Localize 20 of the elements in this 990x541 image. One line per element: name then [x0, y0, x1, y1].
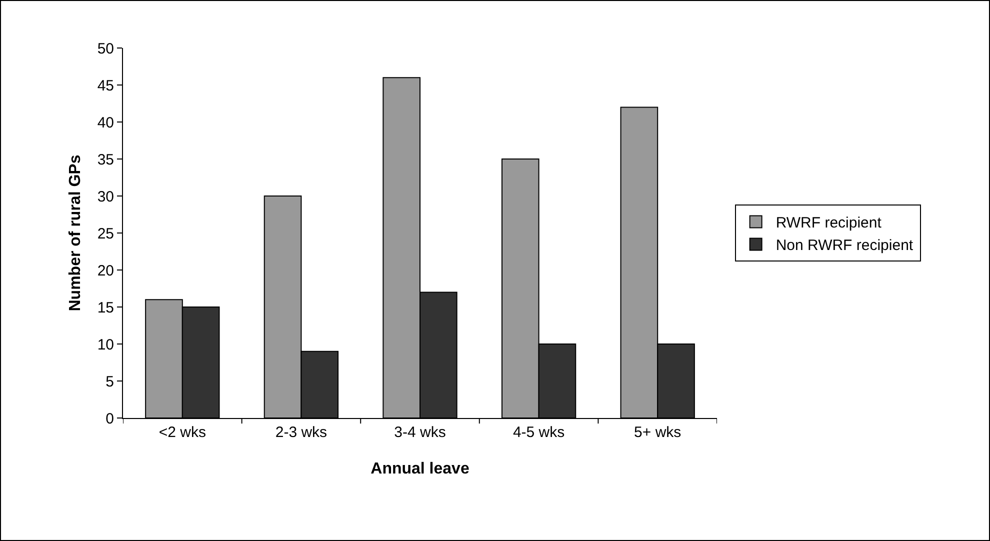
- y-tick-label: 5: [106, 373, 114, 390]
- y-tick-label: 20: [97, 262, 114, 280]
- legend-label: RWRF recipient: [776, 214, 882, 232]
- y-axis-title: Number of rural GPs: [67, 154, 84, 312]
- y-tick-label: 0: [106, 410, 114, 428]
- legend-label: Non RWRF recipient: [776, 237, 914, 254]
- x-tick-label: 5+ wks: [634, 424, 682, 441]
- y-tick-label: 30: [97, 188, 114, 206]
- y-tick-label: 35: [97, 151, 114, 168]
- x-tick-label: 4-5 wks: [512, 424, 565, 441]
- y-tick-label: 50: [97, 40, 114, 58]
- x-axis-title: Annual leave: [370, 460, 470, 478]
- x-tick-label: 2-3 wks: [275, 424, 328, 441]
- y-tick-label: 40: [97, 114, 114, 132]
- y-tick-label: 15: [97, 299, 114, 316]
- y-tick-label: 45: [97, 77, 114, 94]
- y-tick-label: 25: [97, 225, 114, 242]
- x-tick-label: 3-4 wks: [394, 424, 446, 441]
- y-tick-label: 10: [97, 336, 114, 354]
- x-tick-label: <2 wks: [158, 424, 206, 441]
